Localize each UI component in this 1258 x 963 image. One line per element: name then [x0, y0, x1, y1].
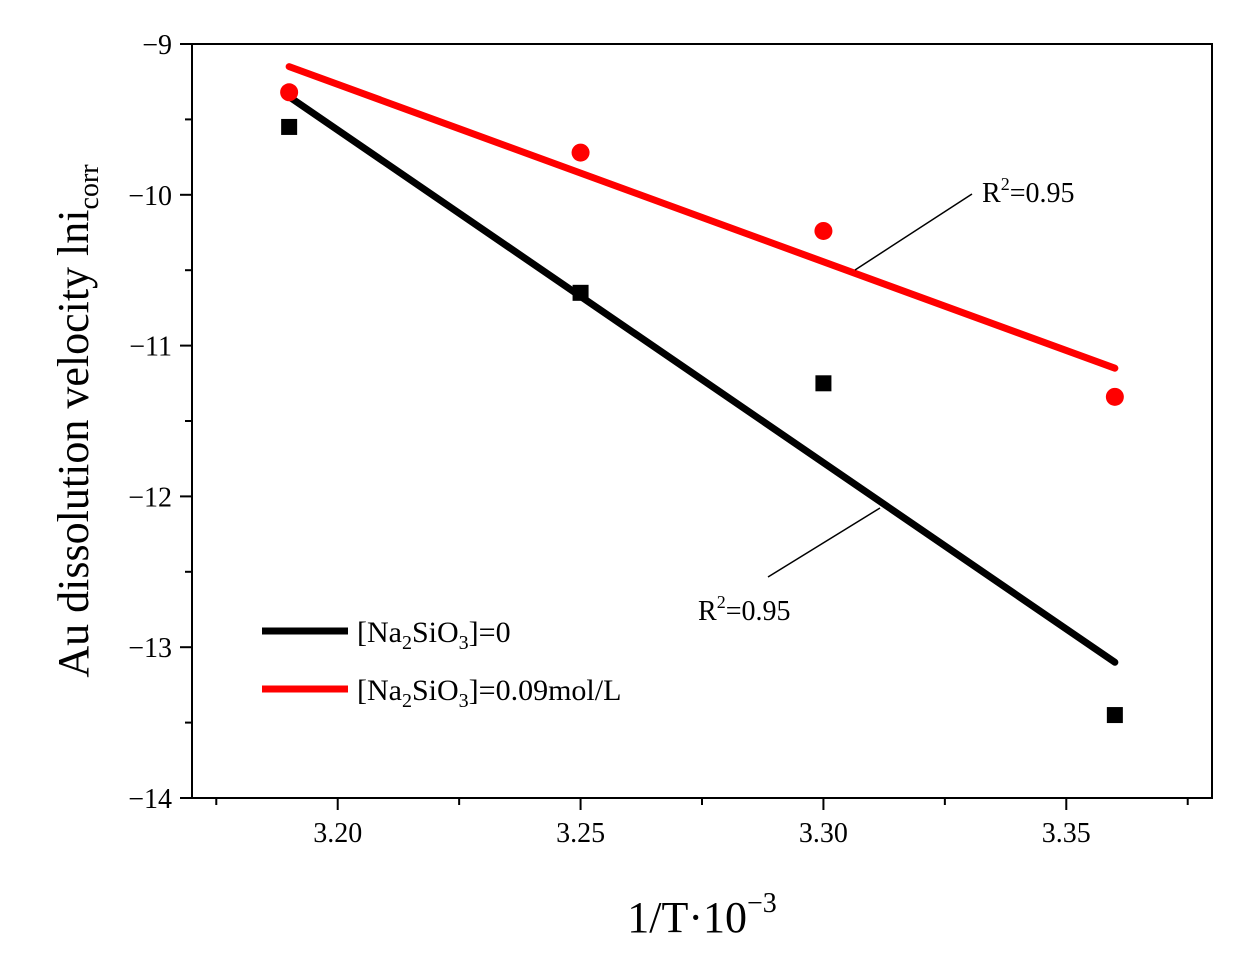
annotation-leader-red [854, 193, 973, 271]
y-tick-label: −12 [128, 482, 172, 513]
y-axis: −9 −10 −11 −12 −13 −14 [128, 30, 192, 815]
y-tick-label: −10 [128, 181, 172, 212]
fit-line-black [285, 93, 1119, 666]
data-point-square [815, 375, 832, 392]
data-point-circle [280, 83, 299, 102]
x-axis-title-sup: −3 [747, 888, 777, 919]
data-point-square [281, 118, 298, 135]
annotations: R2=0.95 R2=0.95 [698, 174, 1074, 627]
legend-label-red: [Na2SiO3]=0.09mol/L [357, 674, 621, 712]
y-tick-label: −13 [128, 633, 172, 664]
data-point-square [1106, 707, 1123, 724]
legend-entry-black: [Na2SiO3]=0 [262, 616, 511, 654]
annotation-leader-black [767, 507, 881, 578]
y-axis-title-sub: corr [74, 164, 105, 210]
y-axis-title-main: Au dissolution velocity lni [49, 209, 98, 677]
fit-lines [285, 63, 1119, 666]
plot-frame [191, 43, 1213, 799]
legend: [Na2SiO3]=0 [Na2SiO3]=0.09mol/L [262, 616, 621, 712]
x-tick-label: 3.25 [556, 818, 605, 849]
x-tick-label: 3.20 [313, 818, 362, 849]
y-axis-title: Au dissolution velocity lnicorr [49, 164, 105, 678]
x-tick-label: 3.35 [1042, 818, 1091, 849]
x-axis: 3.20 3.25 3.30 3.35 [215, 798, 1189, 849]
annotation-r2-red: R2=0.95 [982, 174, 1074, 209]
x-tick-label: 3.30 [799, 818, 848, 849]
y-tick-label: −9 [142, 30, 172, 61]
fit-line-red [285, 63, 1119, 372]
legend-label-black: [Na2SiO3]=0 [357, 616, 511, 654]
data-point-circle [1105, 387, 1124, 406]
annotation-r2-black: R2=0.95 [698, 592, 790, 627]
y-tick-label: −14 [128, 784, 172, 815]
x-axis-title: 1/T·10−3 [627, 888, 777, 942]
y-tick-label: −11 [129, 332, 172, 363]
data-point-circle [814, 221, 833, 240]
legend-entry-red: [Na2SiO3]=0.09mol/L [262, 674, 621, 712]
data-point-square [572, 284, 589, 301]
data-points [280, 83, 1124, 724]
data-point-circle [571, 143, 590, 162]
x-axis-title-main: 1/T·10 [627, 893, 747, 942]
